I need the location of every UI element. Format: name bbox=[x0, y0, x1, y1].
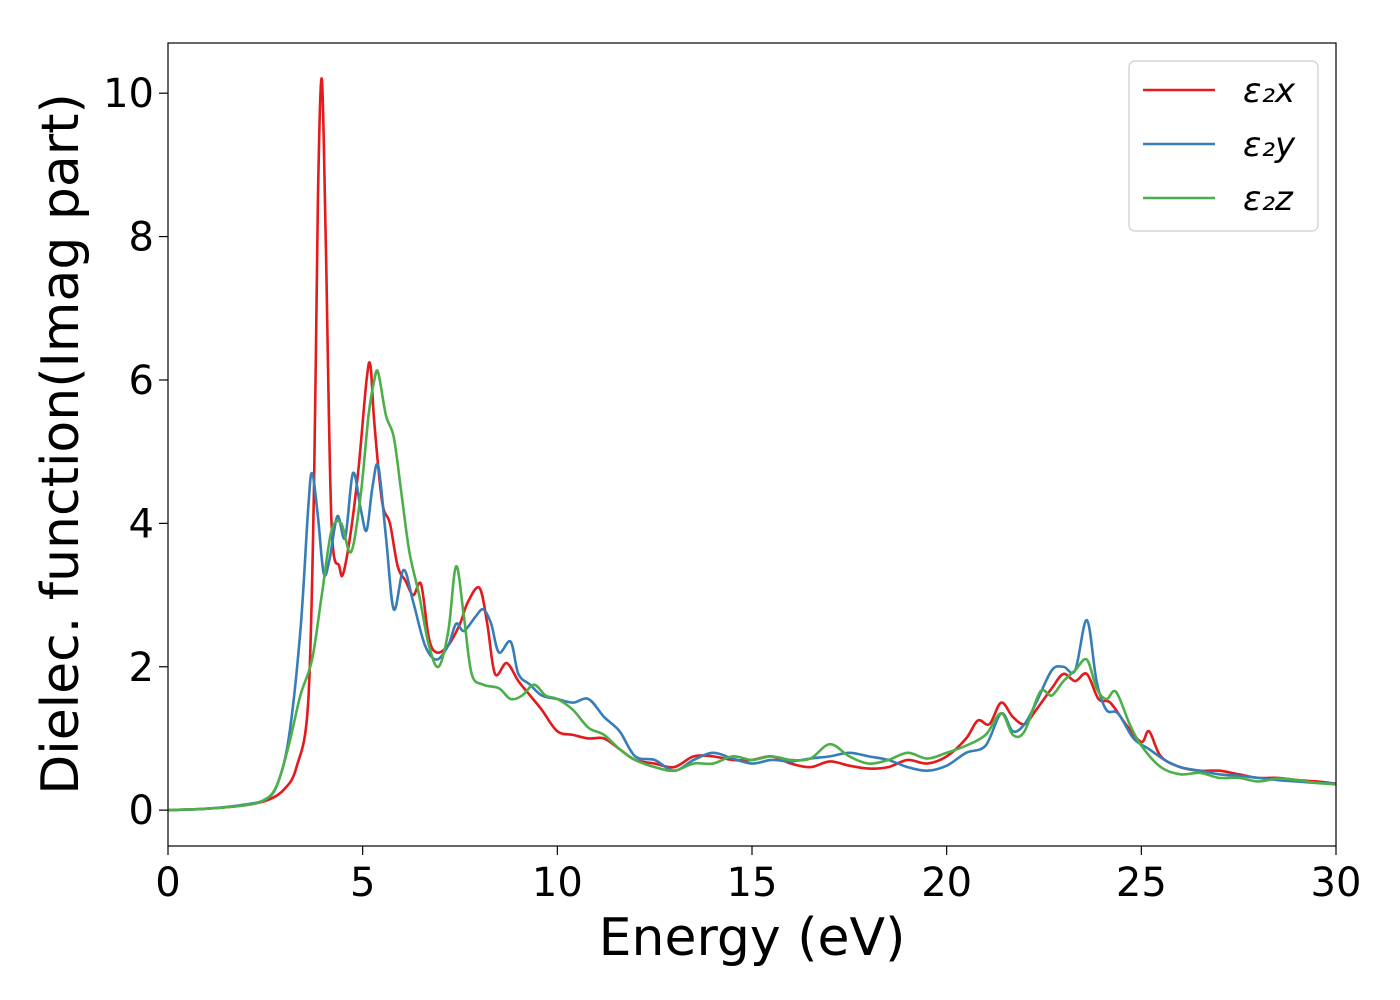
y-tick-label: 0 bbox=[129, 788, 154, 834]
legend-label-1: ε₂y bbox=[1243, 125, 1296, 165]
series-lines bbox=[168, 77, 1336, 812]
legend: ε₂x ε₂y ε₂z bbox=[1128, 60, 1319, 232]
y-tick-label: 10 bbox=[103, 71, 154, 117]
legend-label-0: ε₂x bbox=[1243, 71, 1296, 111]
x-tick-label: 0 bbox=[155, 860, 180, 906]
x-tick-label: 5 bbox=[350, 860, 375, 906]
y-tick-label: 2 bbox=[129, 645, 154, 691]
x-tick-label: 20 bbox=[921, 860, 972, 906]
x-axis: 0 5 10 15 20 25 30 bbox=[155, 846, 1361, 906]
x-tick-label: 30 bbox=[1311, 860, 1362, 906]
series-line-2 bbox=[168, 369, 1336, 812]
y-tick-label: 6 bbox=[129, 358, 154, 404]
y-tick-label: 4 bbox=[129, 501, 154, 547]
legend-label-2: ε₂z bbox=[1243, 179, 1294, 219]
x-tick-label: 25 bbox=[1116, 860, 1167, 906]
y-axis-label: Dielec. function(Imag part) bbox=[31, 93, 91, 795]
x-tick-label: 15 bbox=[727, 860, 778, 906]
y-tick-label: 8 bbox=[129, 215, 154, 261]
x-axis-label: Energy (eV) bbox=[599, 908, 906, 968]
x-tick-label: 10 bbox=[532, 860, 583, 906]
y-axis: 0 2 4 6 8 10 bbox=[103, 71, 168, 834]
legend-box bbox=[1128, 60, 1319, 232]
